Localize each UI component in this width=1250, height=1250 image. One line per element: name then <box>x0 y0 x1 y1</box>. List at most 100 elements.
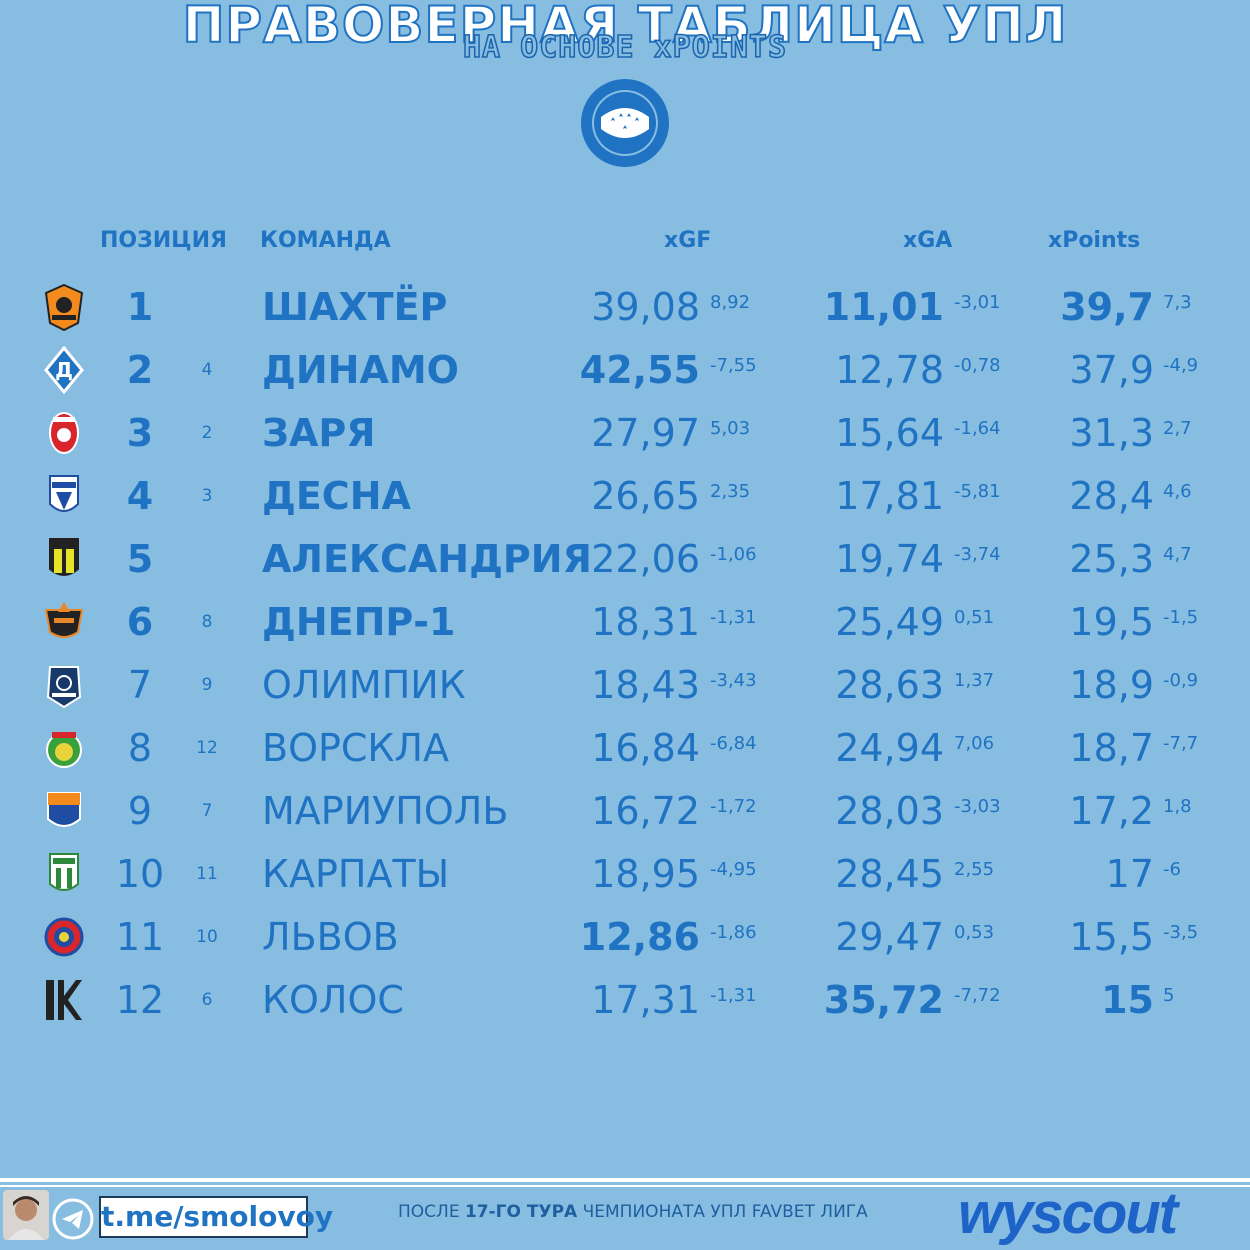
position: 4 <box>126 474 154 518</box>
table-row: 10 11 КАРПАТЫ 18,95 -4,95 28,45 2,55 17 -6 <box>0 844 1250 904</box>
xga-delta: -1,64 <box>954 418 1001 439</box>
xgf-value: 17,31 <box>591 978 700 1022</box>
footer-divider-thin <box>0 1185 1250 1187</box>
xpoints-delta: -4,9 <box>1163 355 1199 376</box>
xpoints-value: 18,9 <box>1069 663 1154 707</box>
page-subtitle: НА ОСНОВЕ xPOINTS <box>462 29 788 66</box>
xgf-value: 16,84 <box>591 726 700 770</box>
previous-position: 3 <box>201 486 213 506</box>
xpoints-value: 18,7 <box>1069 726 1154 770</box>
xga-delta: -3,03 <box>954 796 1001 817</box>
xpoints-delta: -0,9 <box>1163 670 1199 691</box>
xpoints-delta: -7,7 <box>1163 733 1199 754</box>
xga-value: 28,03 <box>835 789 944 833</box>
xpoints-delta: -1,5 <box>1163 607 1199 628</box>
previous-position: 12 <box>196 738 218 758</box>
table-row: 1 ШАХТЁР 39,08 8,92 11,01 -3,01 39,7 7,3 <box>0 277 1250 337</box>
position: 12 <box>115 978 165 1022</box>
lviv-crest-icon <box>44 917 84 957</box>
xpoints-value: 31,3 <box>1069 411 1154 455</box>
footer-divider <box>0 1178 1250 1182</box>
header-xga: xGA <box>903 228 953 253</box>
xpoints-value: 15 <box>1101 978 1154 1022</box>
xgf-value: 18,95 <box>591 852 700 896</box>
header-position: ПОЗИЦИЯ <box>100 228 227 253</box>
xga-value: 24,94 <box>835 726 944 770</box>
xpoints-value: 15,5 <box>1069 915 1154 959</box>
xpoints-delta: 1,8 <box>1163 796 1192 817</box>
xga-value: 11,01 <box>823 285 944 329</box>
telegram-handle-link[interactable]: t.me/smolovoy <box>99 1196 333 1238</box>
team-name: МАРИУПОЛЬ <box>262 789 509 833</box>
xga-value: 28,45 <box>835 852 944 896</box>
author-avatar-icon <box>3 1190 49 1240</box>
table-row: 11 10 ЛЬВОВ 12,86 -1,86 29,47 0,53 15,5 -3,5 <box>0 907 1250 967</box>
position: 6 <box>126 600 154 644</box>
xgf-value: 39,08 <box>591 285 700 329</box>
xgf-delta: -4,95 <box>710 859 757 880</box>
table-row: 7 9 ОЛИМПИК 18,43 -3,43 28,63 1,37 18,9 -0,9 <box>0 655 1250 715</box>
team-name: ОЛИМПИК <box>262 663 466 707</box>
position: 7 <box>127 663 153 707</box>
table-row: 8 12 ВОРСКЛА 16,84 -6,84 24,94 7,06 18,7 -7,7 <box>0 718 1250 778</box>
table-row: 6 8 ДНЕПР-1 18,31 -1,31 25,49 0,51 19,5 -1,5 <box>0 592 1250 652</box>
xgf-delta: -6,84 <box>710 733 757 754</box>
xpoints-value: 28,4 <box>1069 474 1154 518</box>
xga-delta: -7,72 <box>954 985 1001 1006</box>
xga-delta: 1,37 <box>954 670 995 691</box>
xgf-delta: 5,03 <box>710 418 751 439</box>
header-xpoints: xPoints <box>1048 228 1141 253</box>
xga-delta: 0,53 <box>954 922 995 943</box>
xpoints-delta: 2,7 <box>1163 418 1192 439</box>
xga-delta: -3,74 <box>954 544 1001 565</box>
xga-delta: 0,51 <box>954 607 995 628</box>
previous-position: 8 <box>201 612 213 632</box>
team-name: ВОРСКЛА <box>262 726 449 770</box>
previous-position: 4 <box>201 360 213 380</box>
xgf-value: 12,86 <box>579 915 700 959</box>
previous-position: 11 <box>196 864 218 884</box>
xpoints-value: 17 <box>1105 852 1154 896</box>
xga-value: 19,74 <box>835 537 944 581</box>
xgf-delta: -1,31 <box>710 607 757 628</box>
dnipro1-crest-icon <box>44 602 84 638</box>
wyscout-logo: wyscout <box>958 1181 1178 1246</box>
kolos-crest-icon <box>46 980 82 1020</box>
team-name: КОЛОС <box>262 978 404 1022</box>
previous-position: 2 <box>201 423 213 443</box>
xgf-value: 27,97 <box>591 411 700 455</box>
xgf-delta: 8,92 <box>710 292 751 313</box>
xga-value: 25,49 <box>835 600 944 644</box>
previous-position: 7 <box>201 801 213 821</box>
team-name: КАРПАТЫ <box>262 852 450 896</box>
xga-delta: -5,81 <box>954 481 1001 502</box>
vorskla-crest-icon <box>46 732 82 768</box>
xgf-value: 26,65 <box>591 474 700 518</box>
desna-crest-icon <box>49 475 79 512</box>
footer-note: ПОСЛЕ 17-ГО ТУРА ЧЕМПИОНАТА УПЛ FAVBET Л… <box>398 1202 868 1222</box>
xgf-delta: -1,31 <box>710 985 757 1006</box>
xpoints-delta: 5 <box>1163 985 1175 1006</box>
position: 2 <box>126 348 154 392</box>
svg-text:Д: Д <box>55 358 73 382</box>
telegram-icon[interactable] <box>52 1198 94 1240</box>
favbet-liga-logo-icon <box>581 79 669 167</box>
dynamo-crest-icon: Д <box>44 346 84 394</box>
position: 3 <box>126 411 154 455</box>
xga-value: 17,81 <box>835 474 944 518</box>
xga-value: 28,63 <box>835 663 944 707</box>
position: 1 <box>126 285 154 329</box>
olimpik-crest-icon <box>46 666 82 709</box>
header-team: КОМАНДА <box>260 228 391 253</box>
xpoints-value: 19,5 <box>1069 600 1154 644</box>
xpoints-value: 17,2 <box>1069 789 1154 833</box>
shakhtar-crest-icon <box>44 283 84 331</box>
xgf-delta: -1,06 <box>710 544 757 565</box>
previous-position: 6 <box>201 990 213 1010</box>
xga-value: 29,47 <box>835 915 944 959</box>
xgf-value: 18,43 <box>591 663 700 707</box>
xga-delta: 2,55 <box>954 859 995 880</box>
team-name: ДИНАМО <box>262 348 459 392</box>
previous-position: 10 <box>196 927 218 947</box>
xga-delta: 7,06 <box>954 733 995 754</box>
